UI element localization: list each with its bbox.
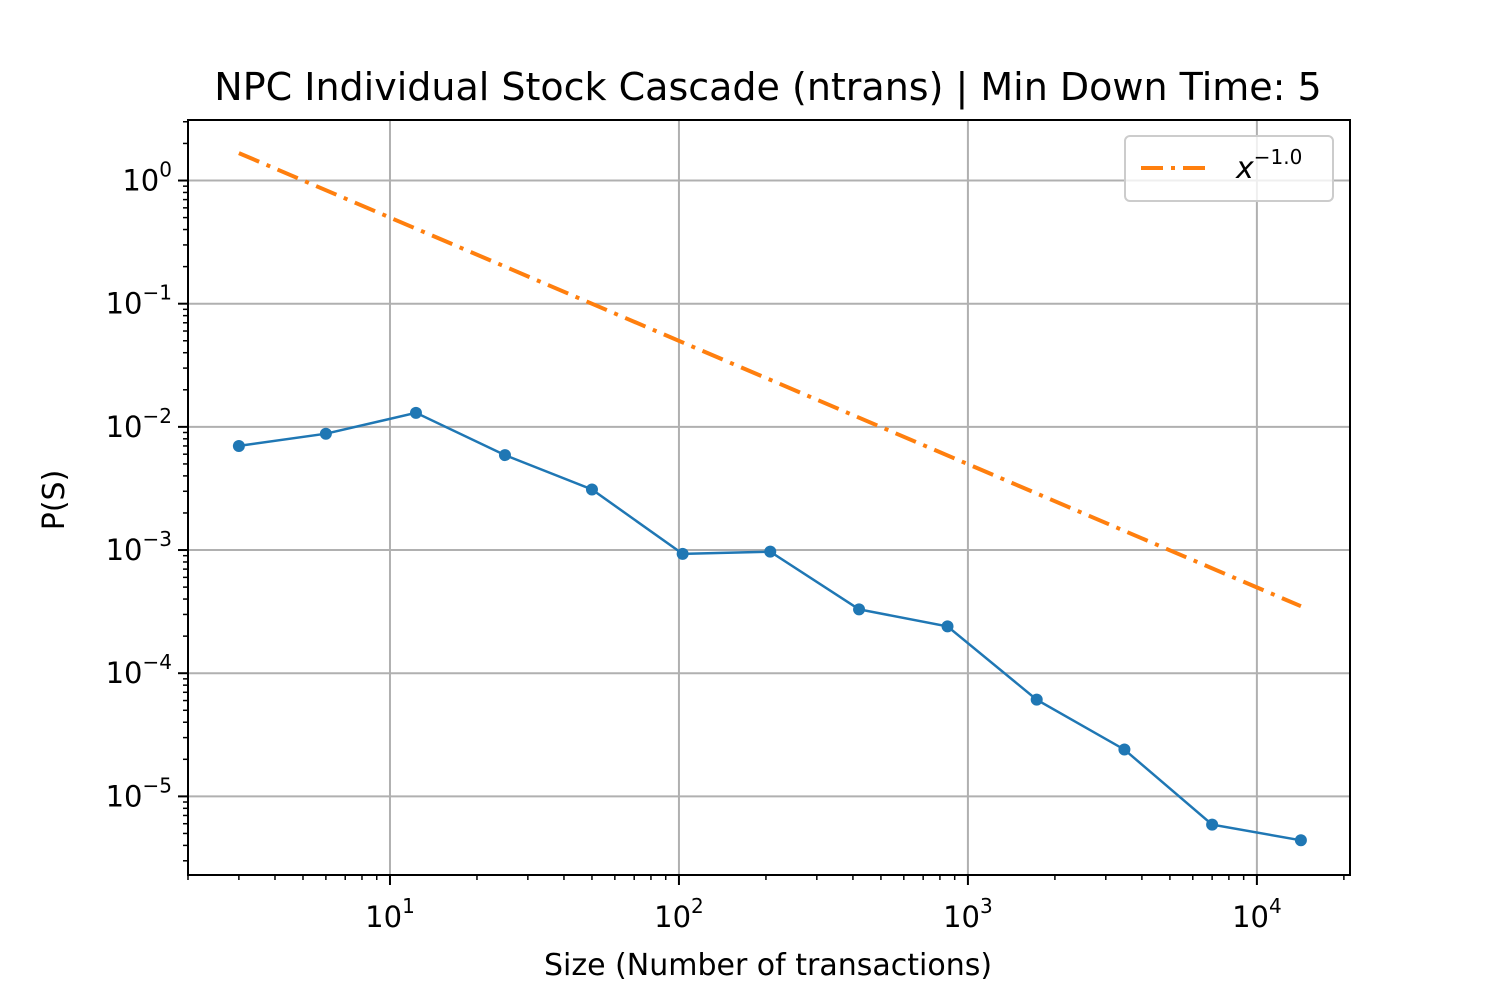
x-tick-exponent: 1 xyxy=(402,894,415,918)
y-tick-exponent: −4 xyxy=(143,650,172,674)
y-tick-base: 10 xyxy=(106,287,143,321)
x-tick-base: 10 xyxy=(1232,900,1269,934)
y-tick-label: 10−4 xyxy=(106,650,172,690)
data-point xyxy=(676,547,689,560)
y-tick-label: 10−5 xyxy=(106,773,172,813)
y-tick-exponent: 0 xyxy=(159,158,172,182)
y-tick-base: 10 xyxy=(122,164,159,198)
x-axis-label: Size (Number of transactions) xyxy=(544,948,992,983)
grid xyxy=(188,120,1350,875)
legend-entry-label: x−1.0 xyxy=(1235,145,1302,186)
data-point xyxy=(1206,818,1219,831)
data-point xyxy=(764,545,777,558)
y-axis-label: P(S) xyxy=(37,470,72,531)
y-tick-base: 10 xyxy=(106,410,143,444)
x-tick-label: 101 xyxy=(365,894,415,934)
x-tick-exponent: 3 xyxy=(980,894,993,918)
x-tick-label: 104 xyxy=(1232,894,1282,934)
y-tick-label: 10−2 xyxy=(106,404,172,444)
plot-frame xyxy=(187,119,1351,876)
legend-exponent: −1.0 xyxy=(1254,145,1303,169)
y-tick-exponent: −2 xyxy=(143,404,172,428)
y-tick-exponent: −3 xyxy=(143,527,172,551)
y-tick-base: 10 xyxy=(106,656,143,690)
power-law-reference-line xyxy=(238,151,1302,609)
data-point xyxy=(1118,743,1131,756)
x-tick-base: 10 xyxy=(365,900,402,934)
y-tick-exponent: −1 xyxy=(143,281,172,305)
data-point xyxy=(319,427,332,440)
x-tick-label: 103 xyxy=(943,894,993,934)
legend-base: x xyxy=(1235,151,1254,186)
legend-box xyxy=(1124,135,1334,202)
y-tick-label: 10−3 xyxy=(106,527,172,567)
x-tick-exponent: 4 xyxy=(1269,894,1282,918)
data-point xyxy=(941,620,954,633)
y-tick-exponent: −5 xyxy=(143,773,172,797)
series-layer xyxy=(232,151,1307,847)
data-point xyxy=(1030,693,1043,706)
y-tick-base: 10 xyxy=(106,533,143,567)
x-tick-label: 102 xyxy=(654,894,704,934)
y-tick-label: 10−1 xyxy=(106,281,172,321)
x-tick-base: 10 xyxy=(654,900,691,934)
data-point xyxy=(853,603,866,616)
chart-title: NPC Individual Stock Cascade (ntrans) | … xyxy=(214,65,1321,110)
legend: x−1.0 xyxy=(1124,135,1334,202)
data-point xyxy=(498,449,511,462)
data-point xyxy=(585,483,598,496)
data-point xyxy=(232,439,245,452)
x-tick-base: 10 xyxy=(943,900,980,934)
data-point xyxy=(409,406,422,419)
y-tick-label: 100 xyxy=(122,158,172,198)
data-point xyxy=(1294,834,1307,847)
y-tick-base: 10 xyxy=(106,779,143,813)
x-tick-exponent: 2 xyxy=(691,894,704,918)
distribution-line xyxy=(238,411,1302,842)
